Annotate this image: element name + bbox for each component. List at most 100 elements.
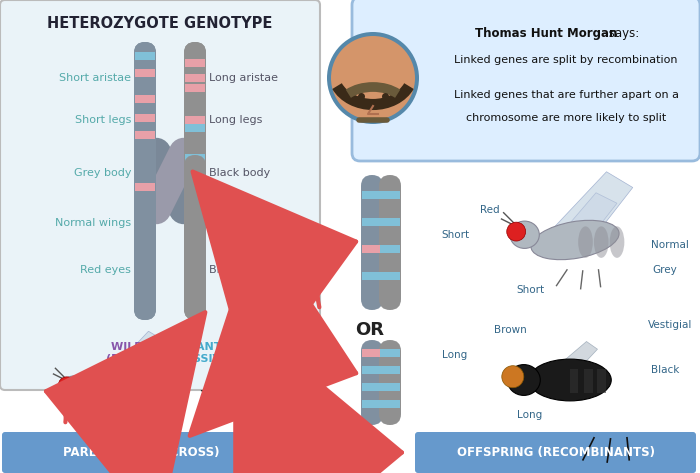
Text: Black: Black xyxy=(651,365,679,375)
Ellipse shape xyxy=(508,365,540,395)
Bar xyxy=(362,245,382,253)
Text: Normal wings: Normal wings xyxy=(55,218,131,228)
Polygon shape xyxy=(564,342,598,367)
Ellipse shape xyxy=(61,376,88,401)
Bar xyxy=(185,74,205,82)
Bar xyxy=(185,116,205,124)
Polygon shape xyxy=(101,331,172,388)
Circle shape xyxy=(214,381,232,399)
Circle shape xyxy=(327,32,419,124)
Bar xyxy=(135,131,155,139)
Ellipse shape xyxy=(578,227,593,258)
Text: X: X xyxy=(199,390,216,410)
FancyBboxPatch shape xyxy=(2,432,280,473)
Bar xyxy=(185,233,205,241)
Ellipse shape xyxy=(218,380,246,406)
Text: Vestigial wings: Vestigial wings xyxy=(209,218,292,228)
FancyBboxPatch shape xyxy=(379,340,401,425)
Ellipse shape xyxy=(123,381,136,409)
Bar xyxy=(584,369,593,393)
Bar xyxy=(135,233,155,241)
Bar xyxy=(380,245,400,253)
FancyBboxPatch shape xyxy=(361,175,383,310)
Bar xyxy=(135,69,155,77)
Text: Vestigial: Vestigial xyxy=(648,320,692,330)
Text: chromosome are more likely to split: chromosome are more likely to split xyxy=(466,113,666,123)
FancyBboxPatch shape xyxy=(352,0,700,161)
Bar xyxy=(135,52,155,60)
Polygon shape xyxy=(265,361,293,382)
Bar xyxy=(362,349,382,357)
Ellipse shape xyxy=(594,227,608,258)
Bar xyxy=(135,183,155,191)
FancyBboxPatch shape xyxy=(184,42,206,207)
Bar xyxy=(185,84,205,92)
Text: Linked genes are split by recombination: Linked genes are split by recombination xyxy=(454,55,678,65)
Bar xyxy=(135,74,155,82)
Polygon shape xyxy=(554,172,633,235)
Bar xyxy=(380,272,400,280)
Bar xyxy=(362,400,382,408)
Bar xyxy=(135,116,155,124)
FancyBboxPatch shape xyxy=(415,432,696,473)
Text: WILD TYPE
(DOMINANT): WILD TYPE (DOMINANT) xyxy=(106,342,184,364)
Circle shape xyxy=(507,222,526,241)
FancyBboxPatch shape xyxy=(134,211,156,320)
Bar xyxy=(362,191,382,199)
Polygon shape xyxy=(564,193,617,237)
Ellipse shape xyxy=(80,375,160,411)
Bar xyxy=(185,60,205,68)
Bar xyxy=(570,369,578,393)
Text: Short aristae: Short aristae xyxy=(59,73,131,83)
Bar xyxy=(185,183,205,191)
Text: PARENTS (TEST CROSS): PARENTS (TEST CROSS) xyxy=(63,446,219,459)
Ellipse shape xyxy=(237,376,304,410)
Text: Black body: Black body xyxy=(209,167,270,178)
Bar xyxy=(185,178,205,186)
Circle shape xyxy=(331,36,415,120)
FancyBboxPatch shape xyxy=(134,42,156,320)
Circle shape xyxy=(502,366,524,388)
Text: OFFSPRING (RECOMBINANTS): OFFSPRING (RECOMBINANTS) xyxy=(457,446,655,459)
Ellipse shape xyxy=(528,359,611,401)
Text: Brown: Brown xyxy=(494,325,526,335)
FancyBboxPatch shape xyxy=(184,155,206,320)
Text: says:: says: xyxy=(605,26,639,40)
Text: Linked genes that are further apart on a: Linked genes that are further apart on a xyxy=(454,90,678,100)
Text: Long aristae: Long aristae xyxy=(209,73,278,83)
Bar xyxy=(380,191,400,199)
Ellipse shape xyxy=(151,381,164,409)
Bar xyxy=(362,272,382,280)
Text: Red: Red xyxy=(480,205,500,215)
Ellipse shape xyxy=(137,381,150,409)
Text: Short legs: Short legs xyxy=(75,115,131,125)
FancyBboxPatch shape xyxy=(0,0,320,390)
Bar xyxy=(280,384,288,404)
Text: Grey body: Grey body xyxy=(74,167,131,178)
Text: MUTANT
(RECESSIVE): MUTANT (RECESSIVE) xyxy=(156,342,234,364)
Ellipse shape xyxy=(610,227,624,258)
Bar xyxy=(362,366,382,374)
Text: Red eyes: Red eyes xyxy=(80,265,131,275)
Text: Thomas Hunt Morgan: Thomas Hunt Morgan xyxy=(475,26,617,40)
Bar xyxy=(597,369,606,393)
Bar xyxy=(185,274,205,282)
Text: Grey: Grey xyxy=(652,265,678,275)
Text: Normal: Normal xyxy=(651,240,689,250)
Bar xyxy=(362,383,382,391)
Text: OR: OR xyxy=(356,321,384,339)
Bar xyxy=(135,274,155,282)
Bar xyxy=(291,384,298,404)
Text: Brown eyes: Brown eyes xyxy=(209,265,274,275)
Bar xyxy=(380,218,400,226)
FancyBboxPatch shape xyxy=(361,340,383,425)
Text: Short: Short xyxy=(441,230,469,240)
Text: Heterozygous
Wild Type: Heterozygous Wild Type xyxy=(47,432,133,454)
FancyBboxPatch shape xyxy=(379,175,401,310)
Bar xyxy=(135,95,155,103)
Bar xyxy=(380,366,400,374)
Ellipse shape xyxy=(510,221,539,248)
Bar xyxy=(380,400,400,408)
Bar xyxy=(269,384,276,404)
Circle shape xyxy=(58,377,76,394)
